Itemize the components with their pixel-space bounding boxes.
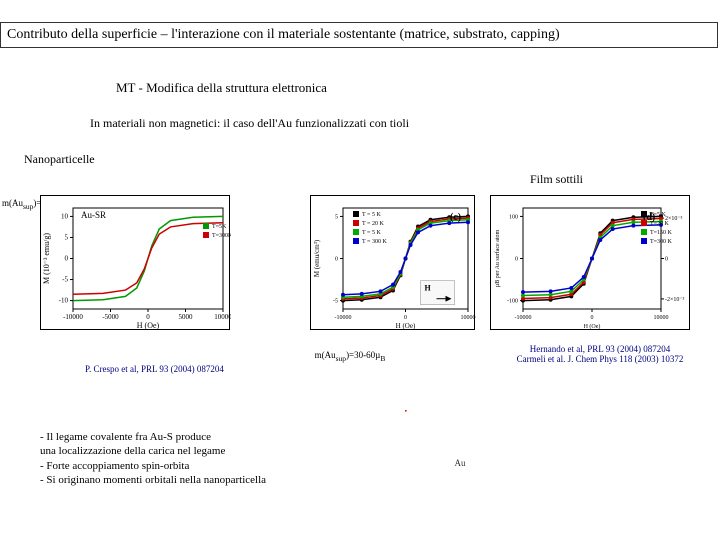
svg-text:-2×10⁻³: -2×10⁻³ [665, 297, 685, 303]
svg-text:10000: 10000 [654, 315, 669, 321]
svg-text:T=5K: T=5K [212, 224, 227, 230]
svg-text:0: 0 [404, 315, 407, 321]
svg-text:-10: -10 [59, 297, 69, 305]
subtitle-mt: MT - Modifica della struttura elettronic… [116, 80, 327, 96]
svg-text:0: 0 [65, 255, 69, 263]
svg-text:-10000: -10000 [335, 315, 352, 321]
svg-text:µB per Au surface atom: µB per Au surface atom [494, 229, 501, 287]
svg-text:-10000: -10000 [63, 313, 83, 321]
svg-text:H (Oe): H (Oe) [396, 322, 416, 330]
citation-line-2: Carmeli et al. J. Chem Phys 118 (2003) 1… [500, 354, 700, 364]
citation-crespo: P. Crespo et al, PRL 93 (2004) 087204 [85, 364, 224, 374]
m-au-film: m(Ausup)=30-60µB [310, 350, 390, 363]
citation-hernando: Hernando et al, PRL 93 (2004) 087204 Car… [500, 344, 700, 364]
svg-text:T = 300 K: T = 300 K [362, 239, 387, 245]
svg-text:-100: -100 [507, 299, 518, 305]
svg-text:5: 5 [65, 233, 69, 241]
svg-text:5000: 5000 [179, 313, 194, 321]
svg-text:0: 0 [515, 257, 518, 263]
svg-text:10: 10 [61, 212, 69, 220]
svg-text:0: 0 [335, 257, 338, 263]
bullet-list: - Il legame covalente fra Au-S produce u… [40, 430, 266, 487]
svg-text:0: 0 [591, 315, 594, 321]
svg-text:T=20 K: T=20 K [650, 221, 670, 227]
chart-nanoparticles: -10000 -5000 0 5000 10000 -10 -5 0 5 10 H (Oe) M (1… [40, 195, 230, 330]
svg-text:-5: -5 [62, 276, 68, 284]
svg-text:5: 5 [335, 214, 338, 220]
svg-text:T = 20 K: T = 20 K [362, 221, 384, 227]
svg-text:T=150 K: T=150 K [650, 230, 673, 236]
svg-text:M (10⁻³ emu/g): M (10⁻³ emu/g) [42, 233, 51, 284]
citation-line-1: Hernando et al, PRL 93 (2004) 087204 [500, 344, 700, 354]
svg-text:H (Oe): H (Oe) [137, 321, 160, 330]
svg-text:H: H [425, 284, 432, 293]
chart-film-c: -10000 0 10000 -5 0 5 H (Oe) M (emu/cm³) (c) T = … [310, 195, 475, 330]
au-core-label: Au [452, 458, 468, 468]
svg-text:T = 5 K: T = 5 K [362, 230, 381, 236]
svg-text:(c): (c) [450, 212, 461, 223]
thin-films-label: Film sottili [530, 172, 583, 187]
svg-text:-5000: -5000 [102, 313, 119, 321]
svg-text:0: 0 [146, 313, 150, 321]
chart-film-d: -10000010000-1000100-2×10⁻³02×10⁻³H (Oe)… [490, 195, 690, 330]
svg-text:T=5 K: T=5 K [650, 212, 667, 218]
svg-text:T = 5 K: T = 5 K [362, 212, 381, 218]
svg-text:Au-SR: Au-SR [81, 210, 106, 220]
svg-text:T=300K: T=300K [212, 233, 231, 239]
svg-text:H (Oe): H (Oe) [584, 323, 601, 330]
svg-text:M (emu/cm³): M (emu/cm³) [313, 239, 321, 277]
svg-text:0: 0 [665, 257, 668, 263]
svg-text:-10000: -10000 [515, 315, 532, 321]
svg-text:T=300 K: T=300 K [650, 239, 673, 245]
page-title: Contributo della superficie – l'interazi… [0, 22, 718, 48]
svg-text:-5: -5 [333, 299, 338, 305]
nanoparticles-label: Nanoparticelle [24, 152, 95, 167]
svg-text:100: 100 [509, 214, 518, 220]
subtitle-materials: In materiali non magnetici: il caso dell… [90, 116, 409, 131]
svg-text:10000: 10000 [214, 313, 231, 321]
svg-text:10000: 10000 [461, 315, 476, 321]
